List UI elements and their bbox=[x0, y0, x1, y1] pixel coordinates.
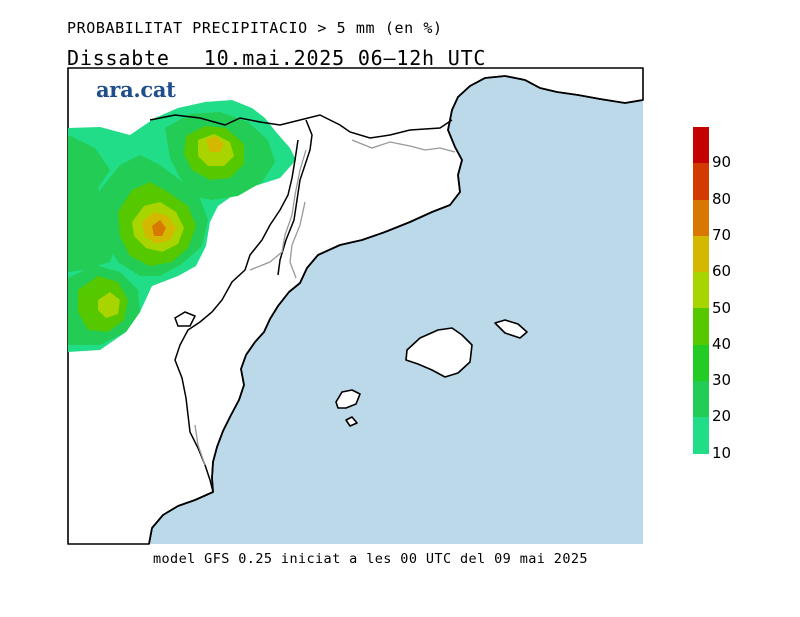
ibiza bbox=[335, 389, 361, 409]
legend-swatch bbox=[693, 344, 709, 382]
provincial-borders bbox=[194, 139, 456, 466]
precipitation-probability-field bbox=[68, 100, 296, 352]
map-title: PROBABILITAT PRECIPITACIO > 5 mm (en %) bbox=[67, 19, 443, 37]
legend-label: 20 bbox=[712, 407, 732, 426]
legend-swatch bbox=[693, 417, 709, 454]
day-label: Dissabte bbox=[67, 46, 170, 70]
legend-swatch bbox=[693, 163, 709, 200]
legend-swatch bbox=[693, 199, 709, 236]
color-legend bbox=[693, 127, 709, 454]
legend-label: 30 bbox=[712, 371, 732, 390]
legend-label: 50 bbox=[712, 298, 732, 317]
legend-swatch bbox=[693, 308, 709, 345]
date-label: 10.mai.2025 bbox=[203, 46, 345, 70]
ara-cat-logo: ara.cat bbox=[96, 77, 176, 102]
map-subtitle: Dissabte 10.mai.2025 06–12h UTC bbox=[67, 46, 486, 70]
legend-label: 80 bbox=[712, 189, 732, 208]
timezone-label: UTC bbox=[447, 46, 487, 70]
time-range-label: 06–12h bbox=[357, 46, 435, 70]
legend-swatch bbox=[693, 127, 709, 164]
legend-label: 60 bbox=[712, 262, 732, 281]
legend-label: 40 bbox=[712, 334, 732, 353]
coastline bbox=[148, 75, 644, 545]
legend-swatch bbox=[693, 381, 709, 418]
legend-swatch bbox=[693, 235, 709, 273]
balearic-islands bbox=[335, 319, 528, 427]
mallorca bbox=[405, 327, 473, 378]
model-info-footer: model GFS 0.25 iniciat a les 00 UTC del … bbox=[153, 551, 588, 567]
legend-label: 90 bbox=[712, 153, 732, 172]
legend-label: 70 bbox=[712, 225, 732, 244]
legend-swatch bbox=[693, 272, 709, 309]
formentera bbox=[345, 416, 358, 427]
legend-label: 10 bbox=[712, 443, 732, 462]
menorca bbox=[494, 319, 528, 339]
